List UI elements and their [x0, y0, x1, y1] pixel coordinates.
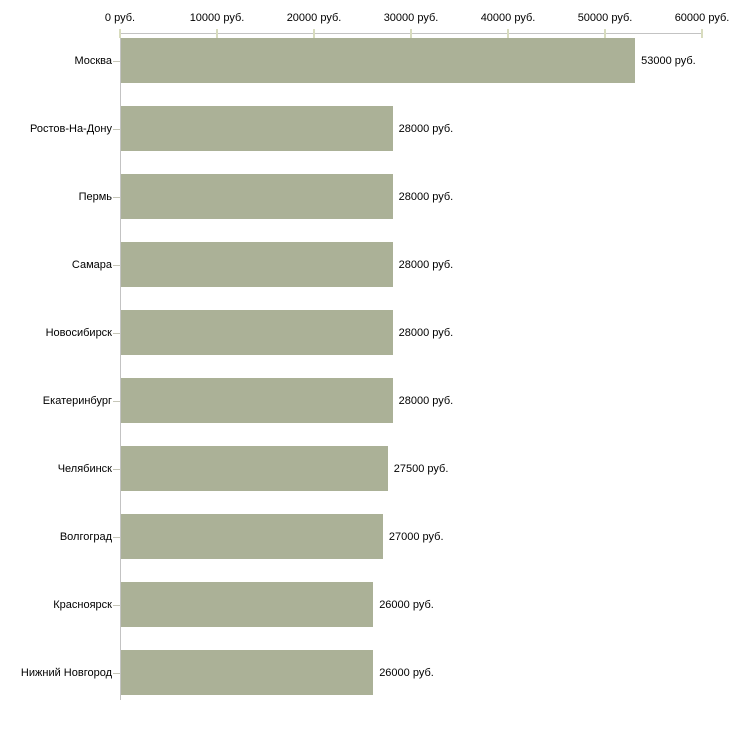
bar: [121, 514, 383, 559]
bar: [121, 242, 393, 287]
category-label: Самара: [71, 258, 112, 271]
category-label: Челябинск: [57, 462, 112, 475]
bar-row: Пермь 28000 руб.: [0, 174, 730, 219]
category-tick-mark: [113, 672, 120, 674]
bar-row: Самара 28000 руб.: [0, 242, 730, 287]
bar: [121, 38, 636, 83]
bar-row: Волгоград 27000 руб.: [0, 514, 730, 559]
category-label: Ростов-На-Дону: [29, 122, 112, 135]
x-tick-label: 20000 руб.: [286, 12, 342, 24]
x-tick-label: 0 руб.: [104, 12, 136, 24]
x-tick-mark: [604, 29, 606, 38]
category-label: Нижний Новгород: [20, 666, 112, 679]
bar-row: Москва 53000 руб.: [0, 38, 730, 83]
bar: [121, 106, 393, 151]
value-label: 28000 руб.: [398, 258, 454, 271]
bar: [121, 174, 393, 219]
x-tick-mark: [507, 29, 509, 38]
bar: [121, 310, 393, 355]
bar-row: Красноярск 26000 руб.: [0, 582, 730, 627]
value-label: 28000 руб.: [398, 122, 454, 135]
bar-row: Екатеринбург 28000 руб.: [0, 378, 730, 423]
value-label: 26000 руб.: [379, 666, 434, 679]
x-tick-label: 60000 руб.: [674, 12, 730, 24]
category-tick-mark: [113, 604, 120, 606]
category-label: Пермь: [78, 190, 112, 203]
category-tick-mark: [113, 60, 120, 62]
x-tick-label: 30000 руб.: [383, 12, 439, 24]
category-label: Москва: [74, 54, 112, 67]
value-label: 27500 руб.: [393, 462, 449, 475]
category-tick-mark: [113, 468, 120, 470]
x-tick-mark: [313, 29, 315, 38]
category-tick-mark: [113, 400, 120, 402]
value-label: 28000 руб.: [398, 394, 454, 407]
x-tick-mark: [119, 29, 121, 38]
category-tick-mark: [113, 264, 120, 266]
value-label: 27000 руб.: [388, 530, 444, 543]
bar-row: Нижний Новгород 26000 руб.: [0, 650, 730, 695]
x-tick-mark: [410, 29, 412, 38]
category-label: Екатеринбург: [42, 394, 112, 407]
bar-row: Ростов-На-Дону 28000 руб.: [0, 106, 730, 151]
x-tick-label: 10000 руб.: [189, 12, 245, 24]
bar: [121, 650, 374, 695]
value-label: 26000 руб.: [379, 598, 434, 611]
value-label: 28000 руб.: [398, 190, 454, 203]
x-tick-mark: [701, 29, 703, 38]
value-label: 53000 руб.: [641, 54, 696, 67]
bar-row: Новосибирск 28000 руб.: [0, 310, 730, 355]
category-tick-mark: [113, 128, 120, 130]
x-tick-mark: [216, 29, 218, 38]
bar: [121, 582, 374, 627]
category-tick-mark: [113, 332, 120, 334]
bar: [121, 378, 393, 423]
category-label: Красноярск: [53, 598, 112, 611]
y-axis-line: [120, 33, 121, 700]
x-tick-label: 40000 руб.: [480, 12, 536, 24]
bar-row: Челябинск 27500 руб.: [0, 446, 730, 491]
category-tick-mark: [113, 536, 120, 538]
category-label: Новосибирск: [45, 326, 112, 339]
x-tick-label: 50000 руб.: [577, 12, 633, 24]
category-label: Волгоград: [59, 530, 112, 543]
category-tick-mark: [113, 196, 120, 198]
value-label: 28000 руб.: [398, 326, 454, 339]
bar: [121, 446, 388, 491]
